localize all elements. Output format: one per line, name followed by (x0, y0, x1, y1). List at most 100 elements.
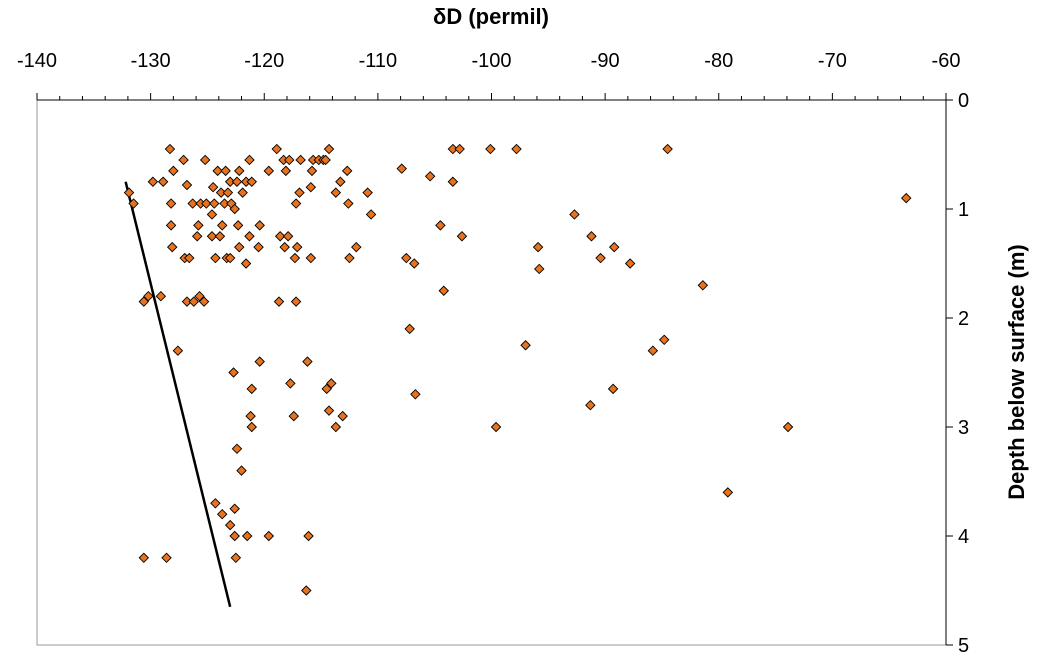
data-point (231, 176, 243, 187)
data-point (284, 154, 295, 166)
data-point (569, 209, 580, 220)
data-point (330, 421, 342, 433)
data-point (230, 552, 242, 564)
data-point (335, 176, 346, 187)
data-point (220, 165, 231, 177)
data-point (273, 296, 285, 307)
data-point (485, 143, 496, 155)
data-point (447, 176, 459, 187)
data-point (337, 410, 348, 422)
data-point (164, 143, 176, 155)
data-point (290, 296, 302, 307)
data-point (234, 165, 245, 177)
data-point (344, 252, 355, 264)
data-point (199, 154, 211, 166)
data-point (323, 405, 335, 416)
data-point (165, 220, 177, 231)
x-tick-label: -60 (932, 50, 961, 72)
data-point (201, 198, 212, 209)
data-point (209, 198, 220, 209)
data-point (595, 252, 606, 264)
data-point (608, 241, 620, 253)
y-axis-title: Depth below surface (m) (1004, 244, 1029, 499)
data-point (289, 252, 301, 264)
data-point (722, 487, 734, 498)
trend-line (124, 181, 232, 608)
data-point (288, 410, 300, 422)
data-point (138, 296, 150, 307)
data-point (244, 231, 255, 242)
data-point (165, 198, 177, 209)
data-point (254, 220, 265, 231)
data-point (229, 203, 240, 215)
data-point (290, 198, 302, 209)
data-point (302, 356, 313, 367)
data-point (229, 503, 240, 514)
data-point (624, 258, 636, 269)
data-point (246, 176, 257, 187)
data-point (215, 187, 227, 198)
data-point (253, 241, 264, 253)
data-point (138, 552, 150, 564)
data-point (212, 165, 223, 177)
data-point (303, 530, 314, 542)
data-point (365, 209, 377, 220)
data-point (586, 231, 597, 242)
data-point (237, 187, 248, 198)
data-point (123, 187, 135, 198)
data-point (245, 410, 256, 422)
data-point (147, 176, 159, 187)
data-point (341, 165, 353, 177)
data-point (285, 378, 296, 389)
data-point (219, 198, 230, 209)
data-point (326, 378, 337, 389)
data-point (224, 252, 236, 264)
data-point (263, 530, 275, 542)
data-point (216, 220, 228, 231)
data-point (520, 340, 531, 351)
trend-line-group (124, 181, 232, 608)
data-point (438, 285, 450, 296)
data-point (301, 585, 312, 596)
data-point (128, 198, 139, 209)
data-point (231, 443, 243, 455)
data-point (490, 421, 502, 433)
data-point (410, 389, 421, 400)
data-point (210, 252, 221, 264)
data-point (224, 176, 236, 187)
data-point (279, 241, 290, 253)
data-point (447, 143, 459, 155)
data-point (207, 181, 219, 193)
y-tick-label: 3 (958, 417, 969, 439)
data-point (532, 241, 544, 253)
data-point (178, 154, 189, 166)
data-point (782, 421, 794, 433)
x-tick-label: -100 (471, 50, 511, 72)
data-point (246, 421, 257, 433)
data-point (323, 143, 335, 155)
x-axis: -140 -130 -120 -110 -100 -90 -80 -70 -60 (17, 50, 961, 101)
data-point (305, 181, 317, 193)
data-point (274, 231, 286, 242)
data-point (271, 143, 282, 155)
data-point (351, 241, 362, 253)
data-point (228, 367, 239, 378)
plot-area (36, 99, 947, 646)
data-point (206, 231, 218, 242)
y-tick-label: 1 (958, 199, 969, 221)
data-point (143, 290, 154, 302)
data-point (236, 465, 247, 476)
data-point (454, 143, 465, 155)
y-tick-label: 2 (958, 308, 969, 330)
data-point (697, 280, 709, 291)
x-tick-label: -80 (704, 50, 733, 72)
data-point (662, 143, 673, 155)
data-point (246, 383, 257, 395)
data-point (435, 220, 446, 231)
data-point (155, 290, 167, 302)
data-point (241, 530, 253, 542)
data-point (408, 258, 420, 269)
data-point (396, 163, 407, 174)
data-point (214, 231, 226, 242)
